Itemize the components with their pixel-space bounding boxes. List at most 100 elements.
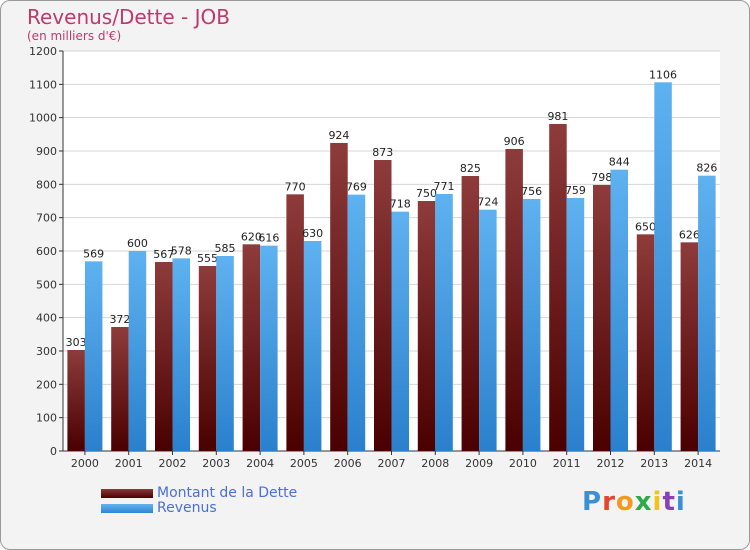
data-label-revenus: 769	[346, 181, 367, 194]
bar-dette	[330, 143, 348, 451]
data-label-revenus: 616	[258, 232, 279, 245]
bar-revenus	[698, 175, 716, 451]
y-tick-label: 700	[36, 212, 57, 225]
legend: Montant de la Dette Revenus	[101, 486, 297, 516]
data-label-revenus: 718	[390, 198, 411, 211]
y-tick-label: 1000	[29, 112, 57, 125]
bar-revenus	[654, 82, 672, 451]
data-label-revenus: 569	[83, 247, 104, 260]
x-tick-label: 2001	[115, 457, 143, 470]
bar-revenus	[479, 209, 497, 451]
x-tick-label: 2006	[334, 457, 362, 470]
bar-dette	[417, 201, 436, 451]
data-label-dette: 924	[328, 129, 349, 142]
bar-revenus	[566, 198, 585, 451]
legend-item-revenus: Revenus	[101, 501, 297, 516]
x-tick-label: 2012	[597, 457, 625, 470]
bar-revenus	[128, 251, 147, 451]
bar-revenus	[303, 241, 322, 451]
bar-revenus	[610, 169, 628, 451]
legend-label-revenus: Revenus	[157, 500, 217, 516]
bar-revenus	[435, 194, 453, 451]
bar-dette	[593, 185, 611, 451]
chart-title: Revenus/Dette - JOB	[27, 5, 230, 29]
bar-revenus	[391, 211, 409, 451]
x-tick-label: 2011	[553, 457, 581, 470]
x-tick-label: 2010	[509, 457, 537, 470]
bar-dette	[374, 160, 392, 451]
y-tick-label: 400	[36, 312, 57, 325]
bar-dette	[549, 124, 567, 451]
x-tick-label: 2003	[202, 457, 230, 470]
legend-swatch-dette	[101, 488, 153, 498]
data-label-dette: 372	[109, 313, 130, 326]
bar-dette	[67, 350, 85, 451]
y-tick-label: 200	[36, 378, 57, 391]
bar-revenus	[347, 194, 366, 451]
data-label-revenus: 1106	[649, 68, 677, 81]
data-label-dette: 825	[460, 162, 481, 175]
data-label-revenus: 585	[215, 242, 236, 255]
data-label-revenus: 756	[521, 185, 542, 198]
bar-dette	[461, 176, 480, 451]
bar-dette	[286, 194, 304, 452]
chart-subtitle: (en milliers d'€)	[27, 29, 122, 43]
bar-dette	[242, 244, 261, 451]
y-tick-label: 1200	[29, 45, 57, 58]
x-tick-label: 2002	[159, 457, 187, 470]
proxiti-logo: Proxiti	[582, 487, 686, 517]
x-tick-label: 2007	[378, 457, 406, 470]
x-tick-label: 2014	[684, 457, 712, 470]
y-tick-label: 0	[50, 445, 57, 458]
data-label-revenus: 771	[434, 180, 455, 193]
data-label-revenus: 826	[696, 162, 717, 175]
data-label-revenus: 759	[565, 184, 586, 197]
data-label-dette: 620	[241, 230, 262, 243]
data-label-revenus: 844	[609, 156, 630, 169]
x-tick-label: 2013	[640, 457, 668, 470]
legend-swatch-revenus	[101, 503, 153, 513]
y-tick-label: 100	[36, 412, 57, 425]
bar-revenus	[522, 199, 541, 451]
bar-revenus	[216, 256, 234, 451]
y-tick-label: 900	[36, 145, 57, 158]
bar-dette	[505, 149, 523, 451]
data-label-revenus: 724	[477, 196, 498, 209]
data-label-revenus: 578	[171, 244, 192, 257]
data-label-dette: 567	[153, 248, 174, 261]
bar-dette	[636, 234, 655, 451]
x-tick-label: 2000	[71, 457, 99, 470]
legend-label-dette: Montant de la Dette	[157, 485, 298, 501]
data-label-dette: 303	[66, 336, 87, 349]
data-label-revenus: 630	[302, 227, 323, 240]
data-label-dette: 626	[679, 228, 700, 241]
bar-dette	[111, 327, 129, 451]
y-tick-label: 800	[36, 178, 57, 191]
bar-revenus	[260, 245, 278, 451]
legend-item-dette: Montant de la Dette	[101, 486, 297, 501]
y-tick-label: 1100	[29, 78, 57, 91]
bar-dette	[155, 262, 173, 451]
y-tick-label: 600	[36, 245, 57, 258]
bar-revenus	[84, 261, 103, 451]
y-tick-label: 500	[36, 278, 57, 291]
data-label-dette: 798	[591, 171, 612, 184]
y-tick-label: 300	[36, 345, 57, 358]
data-label-dette: 650	[635, 220, 656, 233]
data-label-dette: 555	[197, 252, 218, 265]
data-label-dette: 873	[372, 146, 393, 159]
x-tick-label: 2008	[421, 457, 449, 470]
data-label-dette: 906	[504, 135, 525, 148]
x-tick-label: 2005	[290, 457, 318, 470]
data-label-dette: 770	[285, 180, 306, 193]
data-label-dette: 750	[416, 187, 437, 200]
x-tick-label: 2004	[246, 457, 274, 470]
x-tick-label: 2009	[465, 457, 493, 470]
bar-dette	[680, 242, 699, 451]
data-label-dette: 981	[547, 110, 568, 123]
bar-revenus	[172, 258, 190, 451]
bar-dette	[198, 266, 217, 451]
data-label-revenus: 600	[127, 237, 148, 250]
